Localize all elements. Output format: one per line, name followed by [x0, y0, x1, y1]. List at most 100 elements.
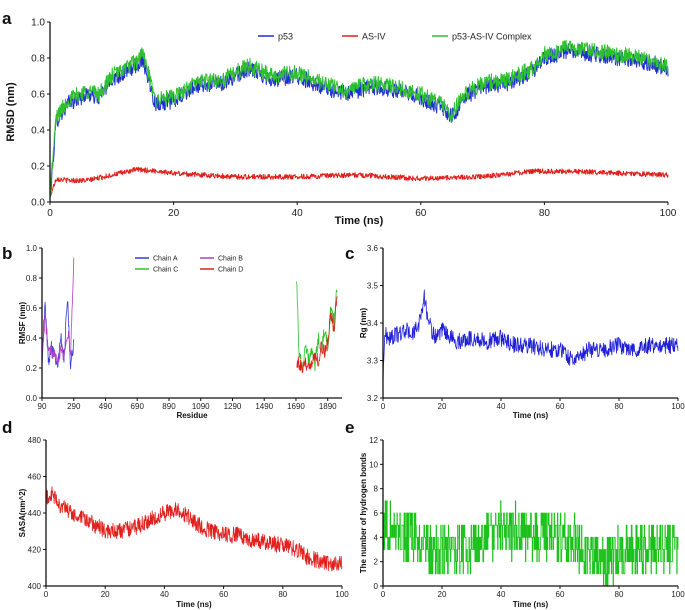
series-line-chain-d	[296, 296, 338, 374]
x-tick-label: 20	[168, 208, 180, 219]
x-tick-label: 40	[160, 590, 169, 599]
x-tick-label: 1690	[287, 402, 305, 411]
panel-b: b 0.0 0.2 0.4 0.6 0.8 1.0 90 290 490 690 890 1090 129…	[2, 244, 342, 420]
y-tick-label: 0.2	[31, 162, 45, 173]
x-tick-label: 1490	[255, 402, 273, 411]
x-axis-label: Time (ns)	[176, 600, 212, 609]
y-tick-label: 400	[28, 582, 42, 591]
x-tick-label: 290	[67, 402, 81, 411]
x-tick-label: 40	[497, 590, 506, 599]
legend-entry: Chain A	[153, 256, 178, 263]
x-axis-label: Time (ns)	[513, 411, 549, 420]
series-line-chain-b	[41, 257, 75, 365]
x-tick-label: 60	[556, 402, 565, 411]
y-axis-label: RMSF (nm)	[18, 302, 27, 345]
legend-entry: p53	[278, 32, 293, 42]
series-line-rg	[382, 289, 679, 385]
y-tick-label: 3.2	[367, 394, 379, 403]
x-tick-label: 20	[101, 590, 110, 599]
y-axis-label: RMSD (nm)	[5, 82, 17, 142]
x-tick-label: 890	[162, 402, 176, 411]
y-tick-label: 1.0	[26, 244, 38, 253]
series-line-p53-as-iv-complex	[49, 39, 669, 198]
x-tick-label: 20	[438, 590, 447, 599]
panel-label-b: b	[2, 244, 12, 263]
x-tick-label: 1890	[319, 402, 337, 411]
y-tick-label: 0.4	[26, 334, 38, 343]
x-tick-label: 40	[497, 402, 506, 411]
legend-entry: Chain B	[218, 256, 243, 263]
panel-label-c: c	[345, 244, 354, 263]
x-tick-label: 1290	[224, 402, 242, 411]
x-tick-label: 100	[660, 208, 677, 219]
x-tick-label: 60	[219, 590, 228, 599]
panel-d: d 400 420 440 460 480 0 20 40 60 80 100 Time (ns) SAS…	[2, 418, 349, 609]
legend: p53 AS-IV p53-AS-IV Complex	[258, 32, 532, 42]
panel-label-d: d	[2, 418, 12, 437]
y-tick-label: 3.4	[367, 319, 379, 328]
series-line-h-bonds	[383, 500, 679, 587]
x-tick-label: 20	[438, 402, 447, 411]
panel-label-a: a	[2, 9, 12, 28]
legend: Chain A Chain B Chain C Chain D	[135, 256, 243, 274]
x-tick-label: 90	[38, 402, 47, 411]
x-tick-label: 80	[615, 590, 624, 599]
y-tick-label: 0	[374, 582, 379, 591]
series-line-as-iv	[49, 166, 669, 197]
y-tick-label: 420	[28, 546, 42, 555]
x-tick-label: 100	[335, 590, 349, 599]
x-axis-label: Time (ns)	[513, 600, 549, 609]
y-tick-label: 3.6	[367, 244, 379, 253]
y-axis-label: SASA(nm^2)	[18, 488, 27, 537]
y-tick-label: 460	[28, 473, 42, 482]
x-axis-label: Residue	[176, 411, 208, 420]
x-tick-label: 0	[381, 402, 386, 411]
x-tick-label: 0	[44, 590, 49, 599]
y-tick-label: 0.0	[31, 198, 45, 209]
series-line-sasa	[45, 486, 343, 572]
y-tick-label: 3.5	[367, 282, 379, 291]
panel-e: e 0 2 4 6 8 10 12 0 20 40 60 80 100 Time (ns) The numbe…	[345, 418, 685, 609]
panel-c: c 3.2 3.3 3.4 3.5 3.6 0 20 40 60 80 100 Time (ns) Rg …	[345, 244, 685, 420]
x-tick-label: 80	[278, 590, 287, 599]
x-tick-label: 100	[671, 590, 685, 599]
y-tick-label: 0.6	[26, 304, 38, 313]
y-axis-label: Rg (nm)	[359, 308, 368, 339]
x-tick-label: 80	[615, 402, 624, 411]
x-axis-label: Time (ns)	[335, 215, 384, 227]
x-tick-label: 40	[292, 208, 304, 219]
y-tick-label: 440	[28, 509, 42, 518]
y-tick-label: 0.8	[31, 54, 45, 65]
panel-a: a 0.0 0.2 0.4 0.6 0.8 1.0 0 20 40 60 80 100 Time (ns)…	[2, 9, 677, 227]
legend-entry: AS-IV	[362, 32, 386, 42]
y-tick-label: 0.2	[26, 364, 38, 373]
y-tick-label: 12	[369, 436, 378, 445]
y-tick-label: 4	[374, 533, 379, 542]
series-line-chain-c	[296, 281, 338, 374]
x-tick-label: 0	[47, 208, 53, 219]
x-tick-label: 0	[381, 590, 386, 599]
y-tick-label: 10	[369, 460, 378, 469]
legend-entry: Chain C	[153, 267, 178, 274]
x-tick-label: 100	[671, 402, 685, 411]
legend-entry: p53-AS-IV Complex	[452, 32, 532, 42]
y-tick-label: 2	[374, 558, 379, 567]
y-tick-label: 480	[28, 436, 42, 445]
x-tick-label: 60	[415, 208, 427, 219]
y-tick-label: 0.8	[26, 274, 38, 283]
y-tick-label: 0.0	[26, 394, 38, 403]
x-tick-label: 690	[131, 402, 145, 411]
y-tick-label: 0.4	[31, 126, 45, 137]
panel-label-e: e	[345, 418, 354, 437]
y-axis-label: The number of hydrogen bonds	[359, 452, 368, 573]
y-tick-label: 0.6	[31, 90, 45, 101]
y-tick-label: 8	[374, 485, 379, 494]
legend-entry: Chain D	[218, 267, 243, 274]
x-tick-label: 60	[556, 590, 565, 599]
y-tick-label: 6	[374, 509, 379, 518]
x-tick-label: 1090	[192, 402, 210, 411]
y-tick-label: 1.0	[31, 18, 45, 29]
x-tick-label: 80	[539, 208, 551, 219]
y-tick-label: 3.3	[367, 357, 379, 366]
